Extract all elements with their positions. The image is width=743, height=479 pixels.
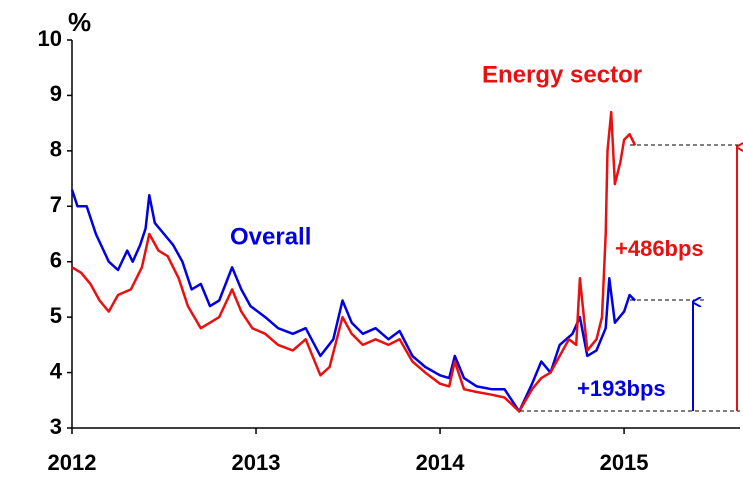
y-tick-label: 8 [50,137,62,162]
annotations: +486bps +193bps Overall Energy sector [230,61,740,412]
series-line [71,110,637,413]
y-tick-label: 7 [50,192,62,217]
annotation: +193bps [577,376,666,401]
series-label: Energy sector [482,61,642,88]
y-tick-label: 4 [50,358,63,383]
y-tick-label: 9 [50,81,62,106]
x-tick-label: 2013 [232,450,281,475]
x-tick-label: 2015 [600,450,649,475]
x-tick-label: 2014 [416,450,466,475]
y-tick-label: 3 [50,414,62,439]
y-tick-label: 10 [38,26,62,51]
y-tick-label: 5 [50,303,62,328]
series-label: Overall [230,223,311,250]
x-tick-label: 2012 [48,450,97,475]
y-unit: % [68,7,91,37]
series-line [70,189,636,413]
annotation: +486bps [615,236,704,261]
y-tick-label: 6 [50,248,62,273]
